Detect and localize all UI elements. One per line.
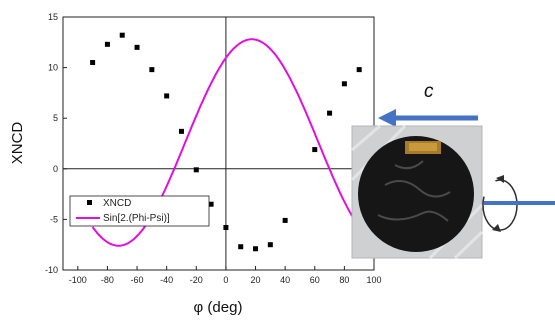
y-axis-title: XNCD	[9, 122, 26, 165]
data-point	[282, 217, 288, 223]
sample-disc	[358, 136, 474, 252]
legend-label-xncd: XNCD	[103, 198, 131, 209]
x-axis-ticks: -100 -80 -60 -40 -20 0 20 40 60 80 100	[69, 266, 382, 285]
data-point	[238, 244, 244, 250]
data-point	[208, 201, 214, 207]
y-tick-label: -5	[50, 214, 58, 224]
data-point	[312, 147, 318, 153]
x-tick-label: 20	[251, 275, 261, 285]
x-tick-label: 100	[366, 275, 381, 285]
x-tick-label: -80	[101, 275, 114, 285]
data-point	[253, 246, 259, 252]
legend-box	[69, 195, 210, 227]
data-point	[178, 128, 184, 134]
y-tick-label: 15	[48, 12, 58, 22]
data-point	[90, 60, 96, 66]
data-point	[356, 67, 362, 73]
data-point	[193, 167, 199, 173]
series-points-xncd	[90, 32, 362, 252]
data-point	[341, 81, 347, 87]
legend-marker-xncd	[87, 200, 92, 205]
plot-frame	[62, 16, 375, 271]
x-tick-label: -20	[190, 275, 203, 285]
data-point	[104, 41, 110, 47]
x-tick-label: 0	[223, 275, 228, 285]
y-tick-label: -10	[45, 265, 58, 275]
legend: XNCD Sin[2.(Phi-Psi)]	[69, 195, 210, 227]
sample-photo	[350, 124, 484, 260]
x-tick-label: -60	[131, 275, 144, 285]
series-line-fit	[91, 38, 361, 247]
x-axis-title: φ (deg)	[194, 299, 243, 316]
y-tick-label: 0	[53, 164, 58, 174]
data-point	[164, 93, 170, 99]
beam-label: c	[424, 81, 434, 102]
legend-label-fit: Sin[2.(Phi-Psi)]	[103, 213, 170, 224]
data-point	[267, 242, 273, 248]
data-point	[134, 44, 140, 50]
y-axis-ticks: -10 -5 0 5 10 15	[45, 12, 67, 275]
data-point	[119, 32, 125, 38]
data-point	[149, 67, 155, 73]
x-tick-label: 40	[280, 275, 290, 285]
data-point	[327, 110, 333, 116]
x-tick-label: -100	[69, 275, 87, 285]
x-tick-label: 80	[339, 275, 349, 285]
data-point	[223, 224, 229, 230]
y-tick-label: 10	[48, 63, 58, 73]
y-tick-label: 5	[53, 113, 58, 123]
beam-arrow-head	[378, 109, 396, 127]
x-tick-label: 60	[310, 275, 320, 285]
x-tick-label: -40	[160, 275, 173, 285]
